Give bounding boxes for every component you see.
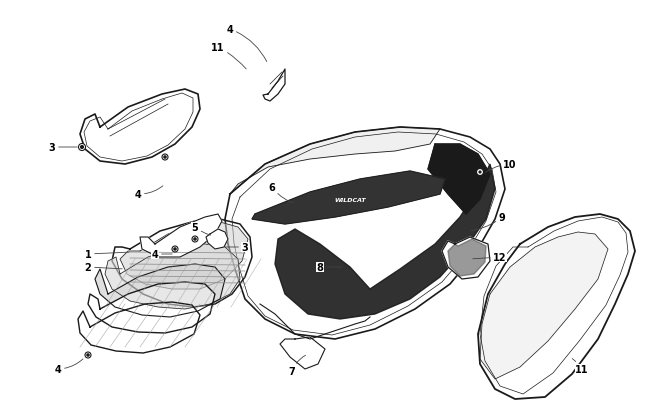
Circle shape — [81, 146, 83, 149]
Circle shape — [476, 169, 484, 176]
Polygon shape — [95, 264, 225, 317]
Polygon shape — [140, 215, 222, 257]
Text: 3: 3 — [49, 143, 77, 153]
Text: 2: 2 — [84, 262, 122, 272]
Text: 7: 7 — [289, 356, 306, 376]
Text: WILDCAT: WILDCAT — [334, 197, 366, 202]
Text: 6: 6 — [268, 183, 292, 203]
Text: 1: 1 — [84, 249, 129, 259]
Polygon shape — [448, 239, 486, 276]
Polygon shape — [428, 145, 490, 215]
Polygon shape — [275, 164, 495, 319]
Polygon shape — [252, 172, 445, 224]
Text: 3: 3 — [225, 243, 248, 252]
Text: 5: 5 — [192, 222, 211, 236]
Circle shape — [87, 354, 89, 356]
Circle shape — [174, 248, 176, 251]
Polygon shape — [225, 128, 505, 339]
Polygon shape — [105, 244, 240, 309]
Polygon shape — [442, 237, 490, 279]
Circle shape — [162, 155, 168, 161]
Polygon shape — [480, 232, 608, 379]
Polygon shape — [478, 215, 635, 399]
Polygon shape — [206, 230, 228, 249]
Polygon shape — [230, 128, 440, 194]
Text: 4: 4 — [227, 25, 266, 62]
Polygon shape — [112, 220, 252, 307]
Circle shape — [164, 156, 166, 159]
Text: 11: 11 — [211, 43, 246, 70]
Circle shape — [172, 246, 178, 252]
Text: 10: 10 — [486, 160, 517, 173]
Circle shape — [479, 171, 481, 174]
Circle shape — [85, 352, 91, 358]
Text: 8: 8 — [317, 262, 343, 272]
Polygon shape — [280, 337, 325, 369]
Circle shape — [79, 144, 86, 151]
Text: 4: 4 — [55, 359, 83, 374]
Text: 4: 4 — [151, 249, 172, 259]
Polygon shape — [263, 70, 285, 102]
Polygon shape — [120, 222, 248, 289]
Text: 9: 9 — [471, 213, 506, 231]
Text: 4: 4 — [135, 186, 163, 200]
Polygon shape — [80, 90, 200, 164]
Circle shape — [194, 238, 196, 241]
Text: 11: 11 — [572, 359, 589, 374]
Circle shape — [192, 237, 198, 243]
Polygon shape — [88, 282, 215, 333]
Text: 12: 12 — [473, 252, 507, 262]
Polygon shape — [78, 302, 200, 353]
